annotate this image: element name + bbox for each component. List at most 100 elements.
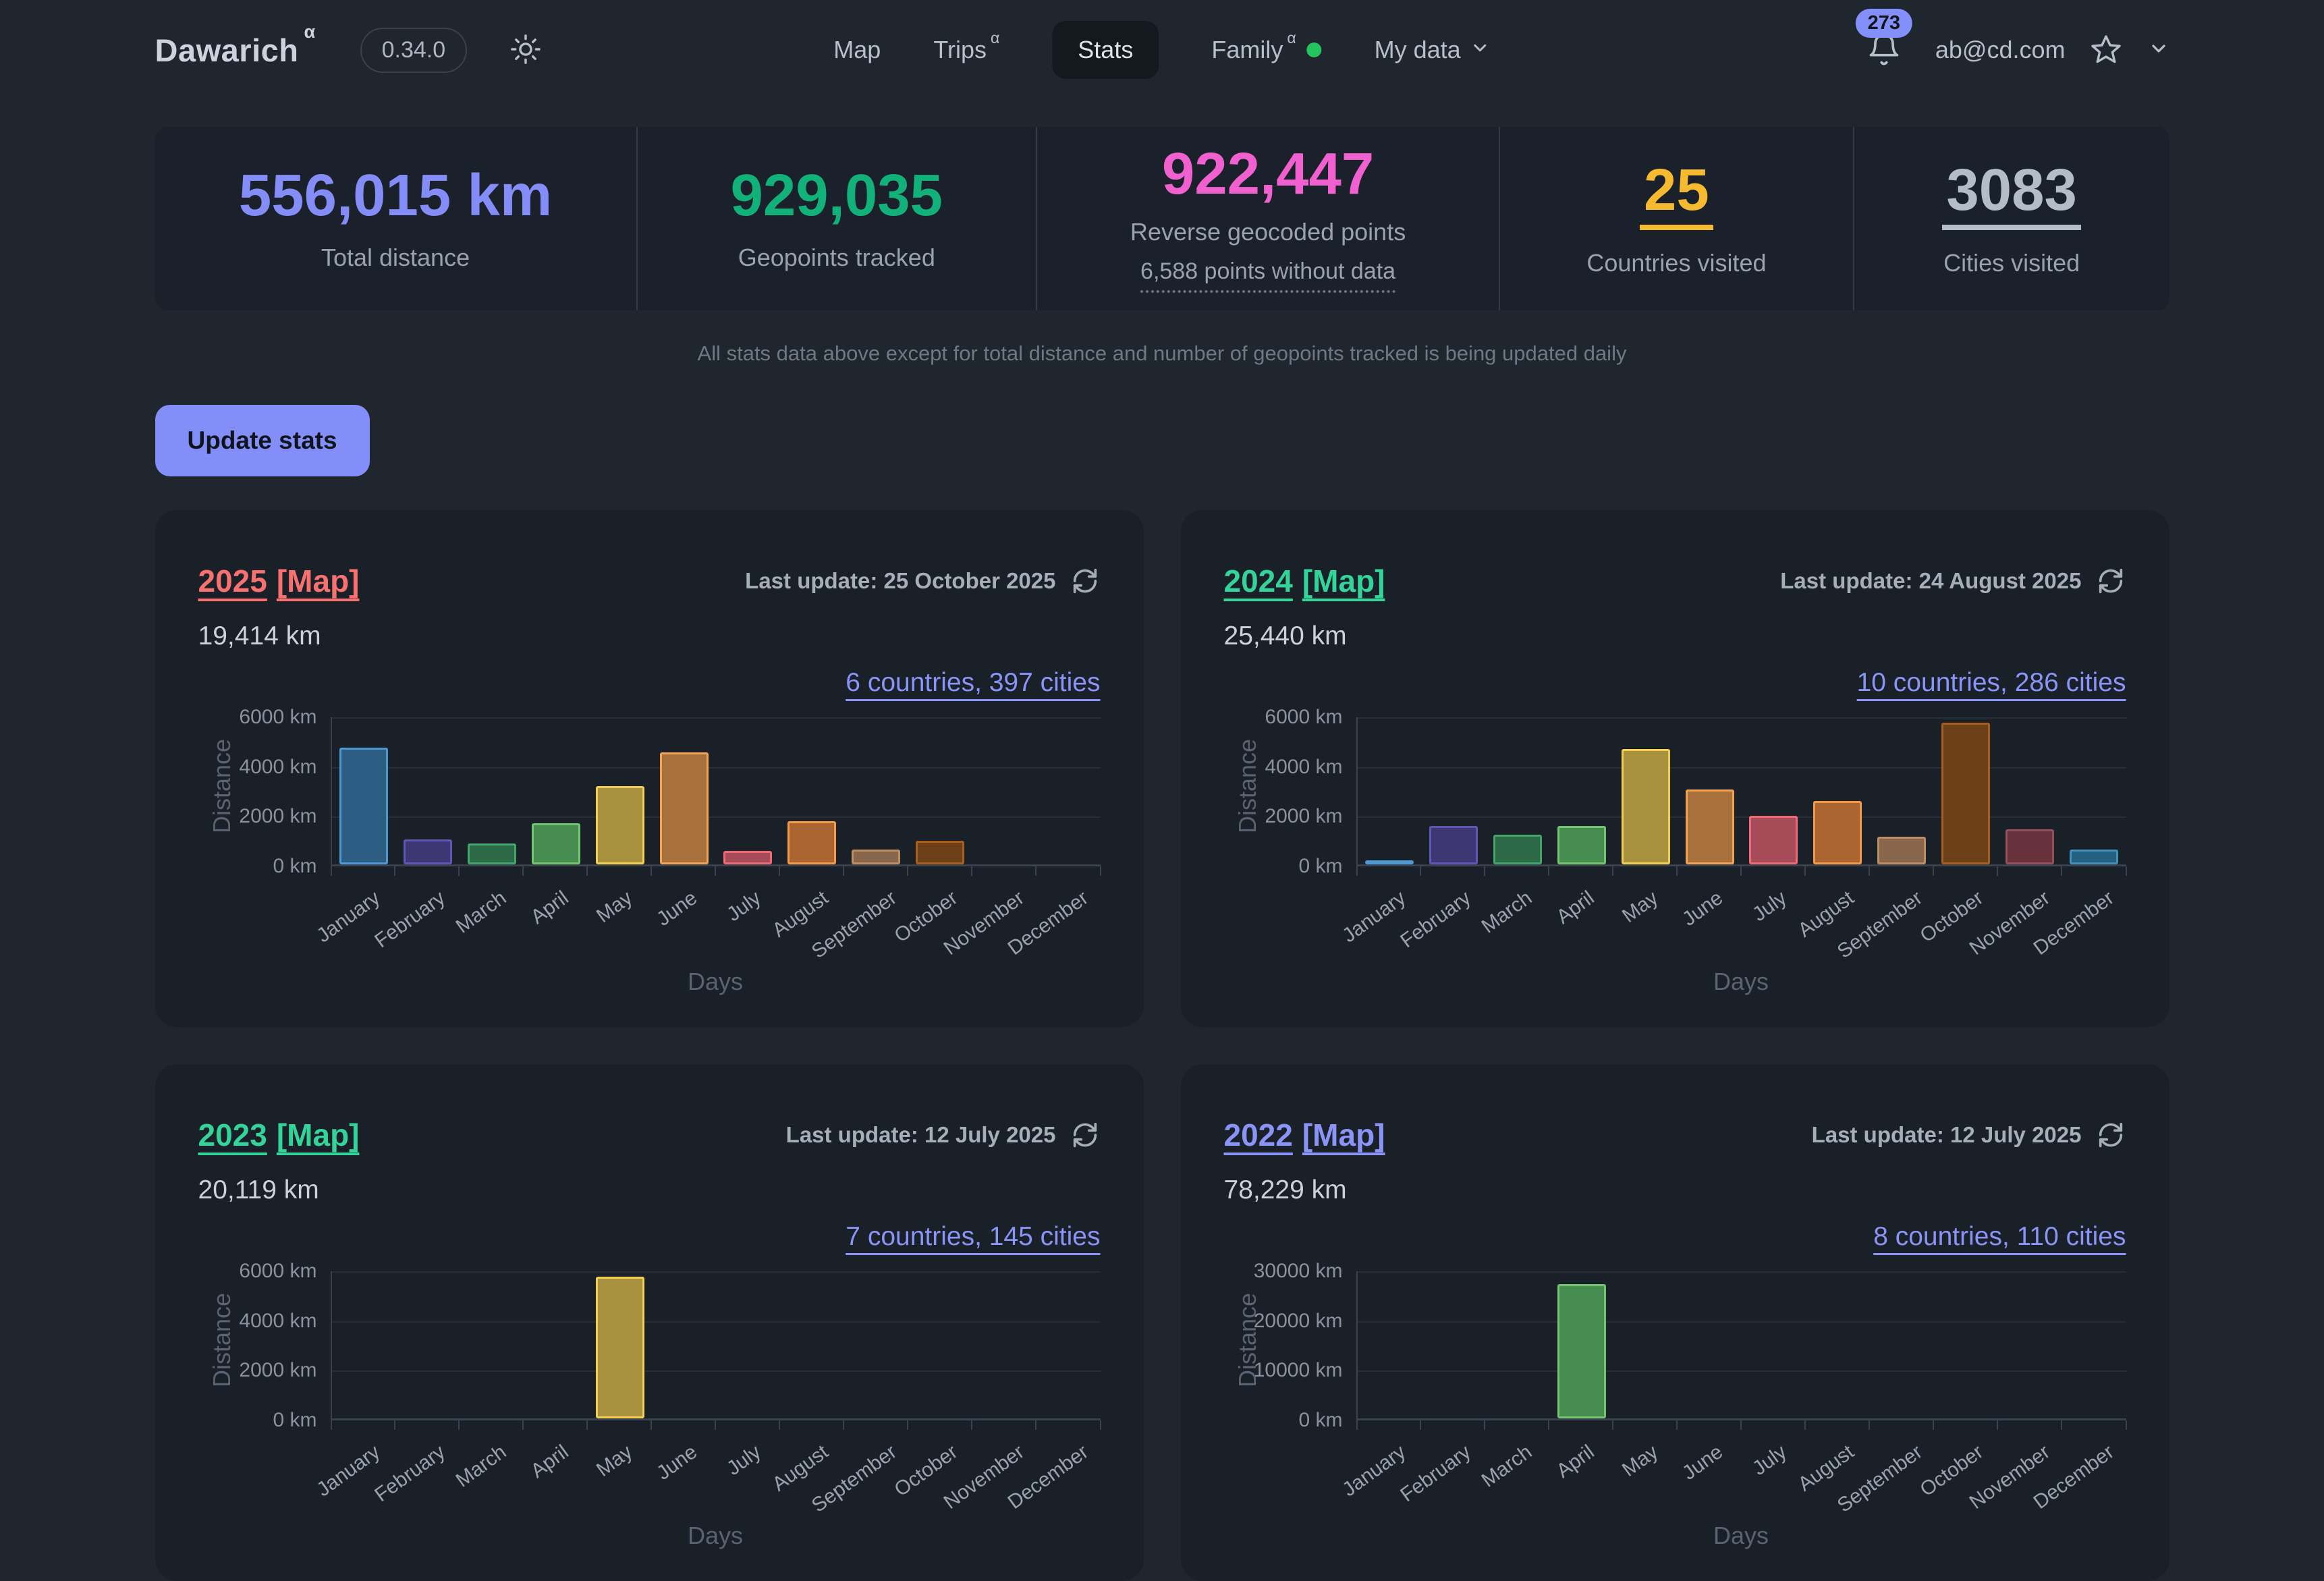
x-axis-line — [330, 864, 1101, 866]
theme-toggle-button[interactable] — [510, 34, 541, 67]
favorite-button[interactable] — [2090, 33, 2122, 67]
countries-cities-link[interactable]: 6 countries, 397 cities — [846, 668, 1101, 697]
nav-item-my-data[interactable]: My data — [1375, 36, 1491, 64]
x-tick — [1804, 866, 1806, 876]
year-2023-map-link[interactable]: [Map] — [276, 1117, 360, 1153]
year-2024-map-link[interactable]: [Map] — [1302, 563, 1385, 599]
bar-december[interactable] — [2070, 850, 2119, 864]
bar-may[interactable] — [1621, 749, 1670, 864]
x-tick — [1933, 1420, 1935, 1430]
y-tick-label: 6000 km — [239, 1260, 317, 1282]
x-tick — [2061, 1420, 2063, 1430]
bar-may[interactable] — [595, 1277, 644, 1418]
bar-november[interactable] — [2005, 829, 2055, 864]
bar-january[interactable] — [1364, 860, 1414, 864]
user-email[interactable]: ab@cd.com — [1931, 35, 2070, 65]
countries-cities-link[interactable]: 10 countries, 286 cities — [1856, 668, 2126, 697]
bar-april[interactable] — [531, 823, 580, 864]
countries-cities-link[interactable]: 7 countries, 145 cities — [846, 1222, 1101, 1251]
month-label: June — [1678, 887, 1727, 931]
monthly-distance-chart: Distance 30000 km 20000 km 10000 km 0 km Jan… — [1224, 1259, 2127, 1554]
nav-item-family[interactable]: Family α — [1211, 29, 1322, 64]
x-tick — [907, 1420, 909, 1430]
x-tick — [715, 1420, 716, 1430]
x-tick — [1035, 1420, 1037, 1430]
x-tick — [650, 866, 652, 876]
star-icon — [2090, 33, 2122, 67]
bar-march[interactable] — [467, 843, 516, 864]
countries-cities-link[interactable]: 8 countries, 110 cities — [1873, 1222, 2126, 1251]
bar-august[interactable] — [1813, 801, 1862, 864]
year-2025-map-link[interactable]: [Map] — [276, 563, 360, 599]
x-tick — [1483, 1420, 1485, 1430]
refresh-icon[interactable] — [2095, 1119, 2126, 1150]
geopoints-label: Geopoints tracked — [738, 243, 935, 271]
month-label: April — [1552, 1441, 1599, 1482]
bar-may[interactable] — [595, 786, 644, 864]
refresh-icon[interactable] — [1070, 1119, 1101, 1150]
update-stats-button[interactable]: Update stats — [155, 405, 370, 476]
bar-july[interactable] — [723, 851, 773, 864]
y-tick-label: 2000 km — [239, 805, 317, 828]
x-tick — [1483, 866, 1485, 876]
gridline — [330, 717, 1101, 719]
year-2022-map-link[interactable]: [Map] — [1302, 1117, 1385, 1153]
year-2025-link[interactable]: 2025 — [198, 563, 267, 599]
year-2023-link[interactable]: 2023 — [198, 1117, 267, 1153]
bar-february[interactable] — [403, 839, 452, 864]
gridline — [330, 816, 1101, 819]
x-tick — [2125, 1420, 2127, 1430]
x-tick — [1611, 1420, 1613, 1430]
y-tick-label: 0 km — [1298, 1409, 1343, 1431]
month-label: June — [1678, 1441, 1727, 1485]
brand-logo[interactable]: Dawarichα — [155, 21, 316, 68]
x-tick — [1099, 1420, 1101, 1430]
bar-september[interactable] — [852, 850, 901, 864]
refresh-icon[interactable] — [1070, 565, 1101, 597]
month-label: July — [722, 1441, 765, 1480]
year-card-2023: 2023 [Map] Last update: 12 July 2025 20,1… — [155, 1064, 1144, 1581]
year-2024-link[interactable]: 2024 — [1223, 563, 1293, 599]
bar-february[interactable] — [1429, 826, 1478, 864]
family-online-dot — [1306, 43, 1322, 57]
notification-count-badge[interactable]: 273 — [1855, 8, 1913, 38]
year-2022-link[interactable]: 2022 — [1223, 1117, 1293, 1153]
x-tick — [1419, 866, 1421, 876]
bar-october[interactable] — [916, 841, 965, 864]
x-tick — [458, 1420, 460, 1430]
bar-april[interactable] — [1557, 826, 1606, 864]
version-badge: 0.34.0 — [360, 27, 468, 73]
bar-april[interactable] — [1557, 1284, 1606, 1418]
nav-item-trips[interactable]: Trips α — [933, 29, 1000, 63]
bar-august[interactable] — [787, 821, 837, 864]
year-distance: 20,119 km — [198, 1175, 319, 1204]
bar-march[interactable] — [1493, 835, 1542, 864]
user-menu-chevron-icon[interactable] — [2148, 38, 2169, 63]
refresh-icon[interactable] — [2095, 565, 2126, 597]
points-without-data-link[interactable]: 6,588 points without data — [1140, 258, 1396, 293]
bar-october[interactable] — [1941, 723, 1991, 864]
bar-january[interactable] — [339, 748, 388, 864]
y-tick-label: 2000 km — [1265, 805, 1343, 828]
bar-september[interactable] — [1877, 837, 1927, 864]
nav-item-stats[interactable]: Stats — [1052, 21, 1159, 79]
x-axis-title: Days — [1713, 1522, 1769, 1549]
x-axis-title: Days — [687, 1522, 744, 1549]
month-label: May — [1618, 1441, 1663, 1482]
y-tick-label: 0 km — [1298, 855, 1343, 877]
gridline — [330, 767, 1101, 769]
stat-total-distance: 556,015 km Total distance — [155, 127, 636, 310]
month-label: June — [653, 887, 702, 931]
bar-june[interactable] — [1685, 789, 1734, 864]
user-area: 273 ab@cd.com — [1855, 8, 2169, 69]
nav-item-map[interactable]: Map — [833, 36, 881, 63]
countries-visited-label: Countries visited — [1586, 248, 1767, 277]
month-label: June — [653, 1441, 702, 1485]
stat-cities-visited: 3083 Cities visited — [1852, 127, 2169, 310]
x-tick — [843, 866, 845, 876]
month-label: February — [370, 887, 449, 953]
y-tick-label: 4000 km — [239, 1309, 317, 1332]
bar-june[interactable] — [659, 752, 709, 864]
bar-july[interactable] — [1749, 816, 1798, 864]
x-tick — [1933, 866, 1935, 876]
